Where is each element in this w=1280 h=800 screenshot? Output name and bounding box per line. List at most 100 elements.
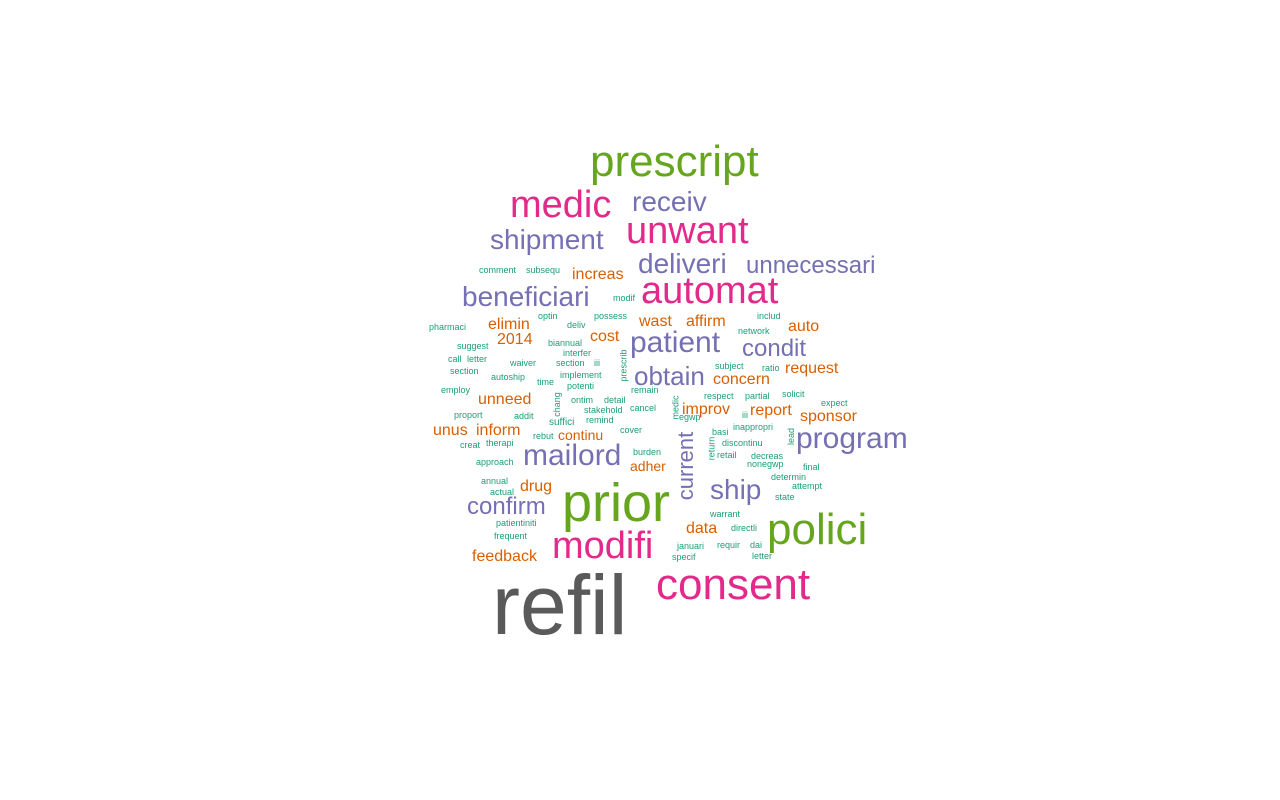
word-auto: auto [788, 318, 820, 335]
word-network: network [738, 326, 770, 336]
word-letter: letter [467, 354, 488, 364]
word-ratio: ratio [762, 363, 780, 373]
word-state: state [775, 492, 795, 502]
word-decreas: decreas [751, 451, 784, 461]
word-time: time [537, 377, 555, 387]
word-consent: consent [656, 560, 811, 609]
word-retail: retail [717, 450, 737, 460]
word-pharmaci: pharmaci [429, 322, 467, 332]
word-request: request [785, 360, 839, 377]
word-drug: drug [520, 478, 553, 495]
word-elimin: elimin [488, 316, 530, 333]
word-cancel: cancel [630, 403, 657, 413]
word-refil: refil [492, 558, 628, 652]
word-medic: medic [510, 184, 612, 226]
word-possess: possess [594, 311, 628, 321]
word-inappropri: inappropri [733, 422, 774, 432]
word-polici: polici [767, 505, 868, 554]
word-unnecessari: unnecessari [746, 252, 876, 279]
word-shipment: shipment [490, 224, 604, 255]
word-improv: improv [682, 401, 731, 418]
word-creat: creat [460, 440, 481, 450]
word-comment: comment [479, 265, 517, 275]
word-deliveri: deliveri [638, 248, 727, 279]
word-autoship: autoship [491, 372, 526, 382]
word-basi: basi [712, 427, 729, 437]
word-partial: partial [745, 391, 770, 401]
word-directli: directli [731, 523, 758, 533]
word-ontim: ontim [571, 395, 594, 405]
word-obtain: obtain [634, 361, 705, 391]
word-expect: expect [821, 398, 848, 408]
word-therapi: therapi [486, 438, 514, 448]
word-receiv: receiv [632, 186, 707, 217]
word-burden: burden [633, 447, 662, 457]
word-medic-small: medic [670, 395, 681, 420]
word-approach: approach [476, 457, 514, 467]
word-biannual: biannual [548, 338, 583, 348]
word-requir: requir [717, 540, 741, 550]
word-unneed: unneed [478, 391, 532, 408]
word-program: program [796, 422, 908, 455]
word-egwp: egwp [679, 412, 701, 422]
word-nonegwp: nonegwp [747, 459, 784, 469]
word-continu: continu [558, 427, 604, 443]
word-condit: condit [742, 335, 807, 362]
word-sponsor: sponsor [800, 408, 857, 425]
word-inform: inform [476, 422, 521, 439]
word-attempt: attempt [792, 481, 823, 491]
word-final: final [803, 462, 820, 472]
word-actual: actual [490, 487, 515, 497]
word-call: call [448, 354, 462, 364]
word-stakehold: stakehold [584, 405, 623, 415]
word-confirm: confirm [467, 493, 546, 520]
word-dai: dai [750, 540, 763, 550]
word-januari: januari [677, 541, 705, 551]
word-solicit: solicit [782, 389, 805, 399]
word-mailord: mailord [523, 439, 622, 472]
word-concern: concern [713, 371, 770, 388]
word-patient: patient [630, 326, 721, 359]
word-optin: optin [538, 311, 558, 321]
word-patientiniti: patientiniti [496, 518, 537, 528]
word-addit: addit [514, 411, 534, 421]
word-employ: employ [441, 385, 471, 395]
word-letter-small: letter [752, 551, 773, 561]
word-feedback: feedback [472, 548, 537, 565]
word-annual: annual [481, 476, 509, 486]
word-potenti: potenti [567, 381, 595, 391]
word-warrant: warrant [710, 509, 741, 519]
word-cover: cover [620, 425, 643, 435]
word-current: current [673, 431, 699, 501]
word-prescript: prescript [590, 137, 759, 186]
word-implement: implement [560, 370, 602, 380]
word-cost: cost [590, 328, 620, 345]
word-wast: wast [639, 313, 672, 330]
word-respect: respect [704, 391, 734, 401]
word-deliv: deliv [567, 320, 586, 330]
word-subsequ: subsequ [526, 265, 561, 275]
word-automat: automat [641, 270, 779, 312]
word-ship: ship [710, 474, 762, 505]
word-discontinu: discontinu [722, 438, 763, 448]
word-adher: adher [630, 458, 666, 474]
word-determin: determin [771, 472, 807, 482]
word-interfer: interfer [563, 348, 592, 358]
word-remain: remain [631, 385, 659, 395]
word-chang: chang [551, 392, 562, 417]
word-remind: remind [586, 415, 614, 425]
word-rebut: rebut [533, 431, 554, 441]
word-unwant: unwant [626, 210, 749, 252]
word-report: report [750, 402, 792, 419]
word-section: section [450, 366, 479, 376]
word-detail: detail [604, 395, 626, 405]
word-return: return [706, 436, 717, 461]
word-prior: prior [562, 473, 671, 533]
word-specif: specif [672, 552, 696, 562]
word-unus: unus [433, 422, 468, 439]
word-suffici: suffici [549, 417, 575, 428]
word-includ: includ [757, 311, 781, 321]
word-beneficiari: beneficiari [462, 281, 590, 312]
word-proport: proport [454, 410, 483, 420]
